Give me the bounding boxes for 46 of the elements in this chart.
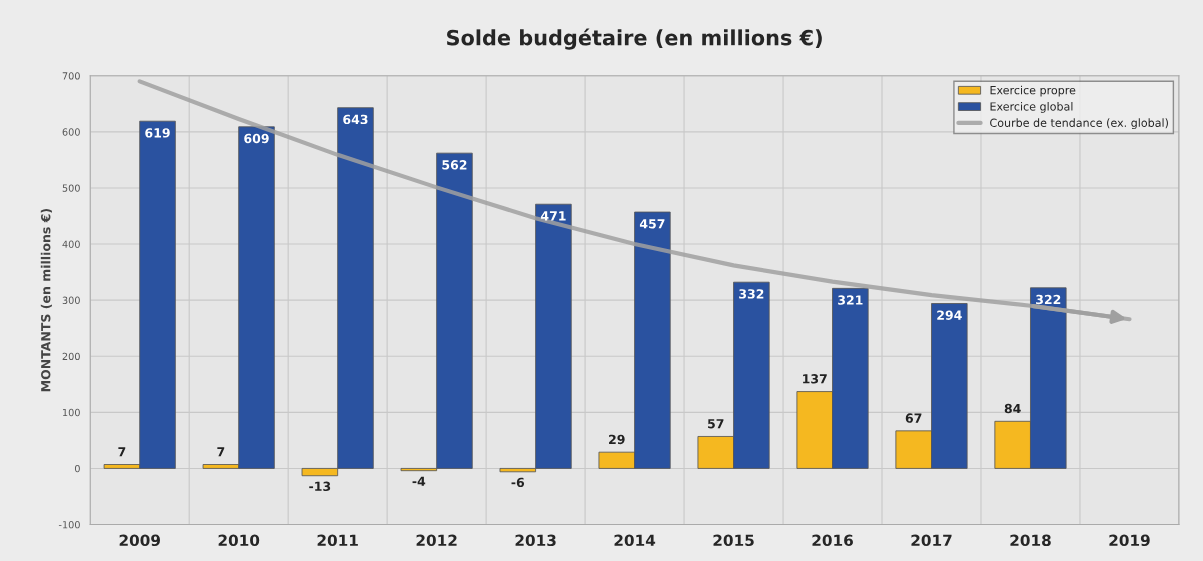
- data-label: 609: [244, 133, 269, 144]
- data-label: -6: [511, 477, 525, 488]
- y-tick-label: 600: [62, 128, 80, 136]
- legend-label: Courbe de tendance (ex. global): [990, 118, 1168, 130]
- data-label: 67: [905, 413, 922, 423]
- x-tick-label: 2016: [812, 534, 853, 547]
- x-tick-label: 2011: [317, 534, 358, 547]
- x-tick-label: 2013: [515, 534, 556, 547]
- data-label: 643: [343, 114, 368, 125]
- x-tick-label: 2009: [119, 534, 160, 547]
- x-tick-label: 2010: [218, 534, 260, 547]
- y-tick-label: 300: [62, 296, 80, 304]
- data-label: 322: [1036, 294, 1061, 305]
- data-label: -13: [309, 481, 331, 492]
- data-label: 457: [639, 219, 665, 229]
- chart-title: Solde budgétaire (en millions €): [447, 28, 822, 50]
- data-label: 29: [609, 434, 625, 445]
- y-axis-title: MONTANTS (en millions €): [40, 209, 52, 392]
- data-label: 84: [1004, 403, 1021, 414]
- x-tick-label: 2017: [911, 534, 952, 547]
- y-tick-label: 200: [62, 352, 80, 361]
- data-label: 7: [118, 447, 126, 457]
- data-label: 562: [442, 160, 467, 170]
- data-label: 294: [937, 310, 962, 320]
- y-tick-label: 400: [62, 240, 80, 248]
- y-tick-label: 100: [63, 408, 80, 417]
- y-tick-label: 700: [62, 72, 80, 80]
- data-label: 57: [708, 419, 724, 429]
- data-label: 471: [540, 211, 566, 221]
- x-tick-label: 2015: [713, 534, 754, 547]
- legend-label: Exercice propre: [990, 85, 1076, 97]
- y-tick-label: -100: [58, 521, 80, 529]
- x-tick-label: 2018: [1010, 534, 1051, 547]
- data-label: -4: [412, 476, 426, 486]
- line-series: [137, 79, 1132, 322]
- x-tick-label: 2014: [614, 534, 656, 547]
- legend-label: Exercice global: [990, 102, 1073, 113]
- data-label: 7: [217, 447, 225, 457]
- data-label: 619: [145, 128, 170, 138]
- data-label: 321: [838, 295, 863, 305]
- x-tick-label: 2012: [416, 534, 457, 547]
- data-label: 137: [803, 374, 827, 384]
- data-label: 332: [739, 289, 764, 299]
- y-tick-label: 0: [74, 464, 80, 473]
- y-tick-label: 500: [62, 184, 80, 192]
- x-tick-label: 2019: [1109, 534, 1150, 547]
